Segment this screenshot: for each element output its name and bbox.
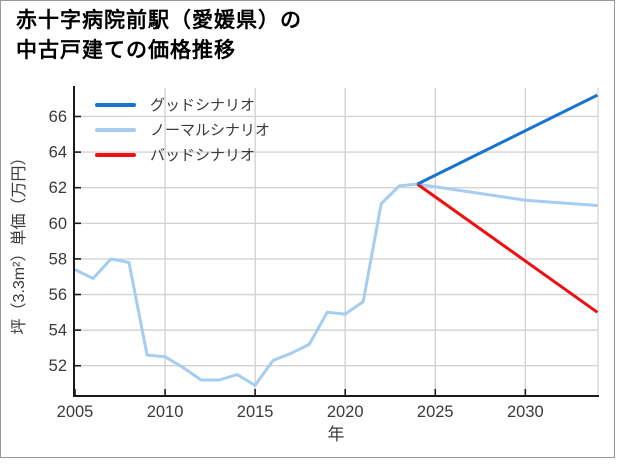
svg-text:52: 52 <box>49 357 67 375</box>
page-title-line1: 赤十字病院前駅（愛媛県）の <box>16 9 302 32</box>
chart-frame <box>0 0 615 458</box>
svg-text:2025: 2025 <box>417 403 454 421</box>
svg-text:2030: 2030 <box>507 403 544 421</box>
page-title-line2: 中古戸建ての価格推移 <box>16 39 236 62</box>
y-axis-label: 坪（3.3m²）単価（万円） <box>10 150 28 335</box>
svg-text:2005: 2005 <box>57 403 94 421</box>
axes <box>73 86 599 397</box>
svg-text:2010: 2010 <box>147 403 184 421</box>
chart-lines <box>74 93 599 387</box>
svg-text:2020: 2020 <box>327 403 364 421</box>
legend-label-good: グッドシナリオ <box>150 97 256 114</box>
svg-text:60: 60 <box>49 215 67 233</box>
legend-item-good: グッドシナリオ <box>95 92 270 117</box>
bad-scenario-line-swatch <box>95 152 136 157</box>
gridlines <box>74 88 599 396</box>
page-title: 赤十字病院前駅（愛媛県）の 中古戸建ての価格推移 <box>16 6 302 66</box>
legend: グッドシナリオ ノーマルシナリオ バッドシナリオ <box>95 92 270 167</box>
svg-text:58: 58 <box>49 250 67 268</box>
svg-text:64: 64 <box>49 144 67 162</box>
svg-text:54: 54 <box>49 322 67 340</box>
legend-item-bad: バッドシナリオ <box>95 142 270 167</box>
legend-item-normal: ノーマルシナリオ <box>95 117 270 142</box>
x-axis-label: 年 <box>328 425 345 444</box>
good-scenario-line-swatch <box>95 102 136 107</box>
svg-text:62: 62 <box>49 179 67 197</box>
svg-text:2015: 2015 <box>237 403 274 421</box>
svg-text:56: 56 <box>49 286 67 304</box>
svg-text:66: 66 <box>49 108 67 126</box>
normal-scenario-line-swatch <box>95 127 136 132</box>
legend-label-bad: バッドシナリオ <box>150 147 256 164</box>
legend-label-normal: ノーマルシナリオ <box>150 122 271 139</box>
tick-labels: 2005 2010 2015 2020 2025 2030 52 54 56 58 60 62 64 66 <box>49 108 544 421</box>
